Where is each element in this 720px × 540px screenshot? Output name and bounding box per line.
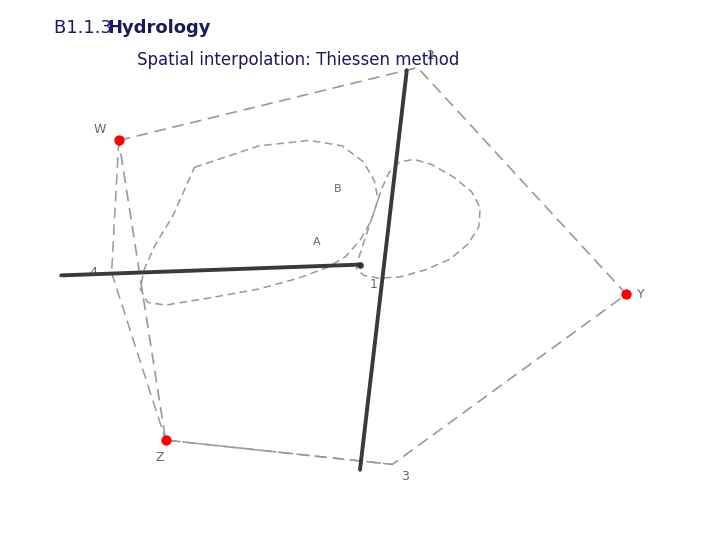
Text: 1: 1 (369, 278, 377, 291)
Text: 4: 4 (89, 266, 97, 279)
Text: Y: Y (637, 288, 645, 301)
Text: B1.1.3: B1.1.3 (54, 19, 118, 37)
Text: B: B (333, 184, 341, 194)
Text: A: A (312, 237, 320, 247)
Point (160, 436, 171, 444)
Text: 2: 2 (426, 49, 434, 62)
Text: Hydrology: Hydrology (107, 19, 211, 37)
Text: Z: Z (156, 451, 164, 464)
Point (113, 136, 125, 145)
Text: 3: 3 (401, 470, 409, 483)
Text: W: W (94, 123, 106, 136)
Point (621, 290, 632, 299)
Point (354, 260, 366, 269)
Text: Spatial interpolation: Thiessen method: Spatial interpolation: Thiessen method (137, 51, 459, 69)
